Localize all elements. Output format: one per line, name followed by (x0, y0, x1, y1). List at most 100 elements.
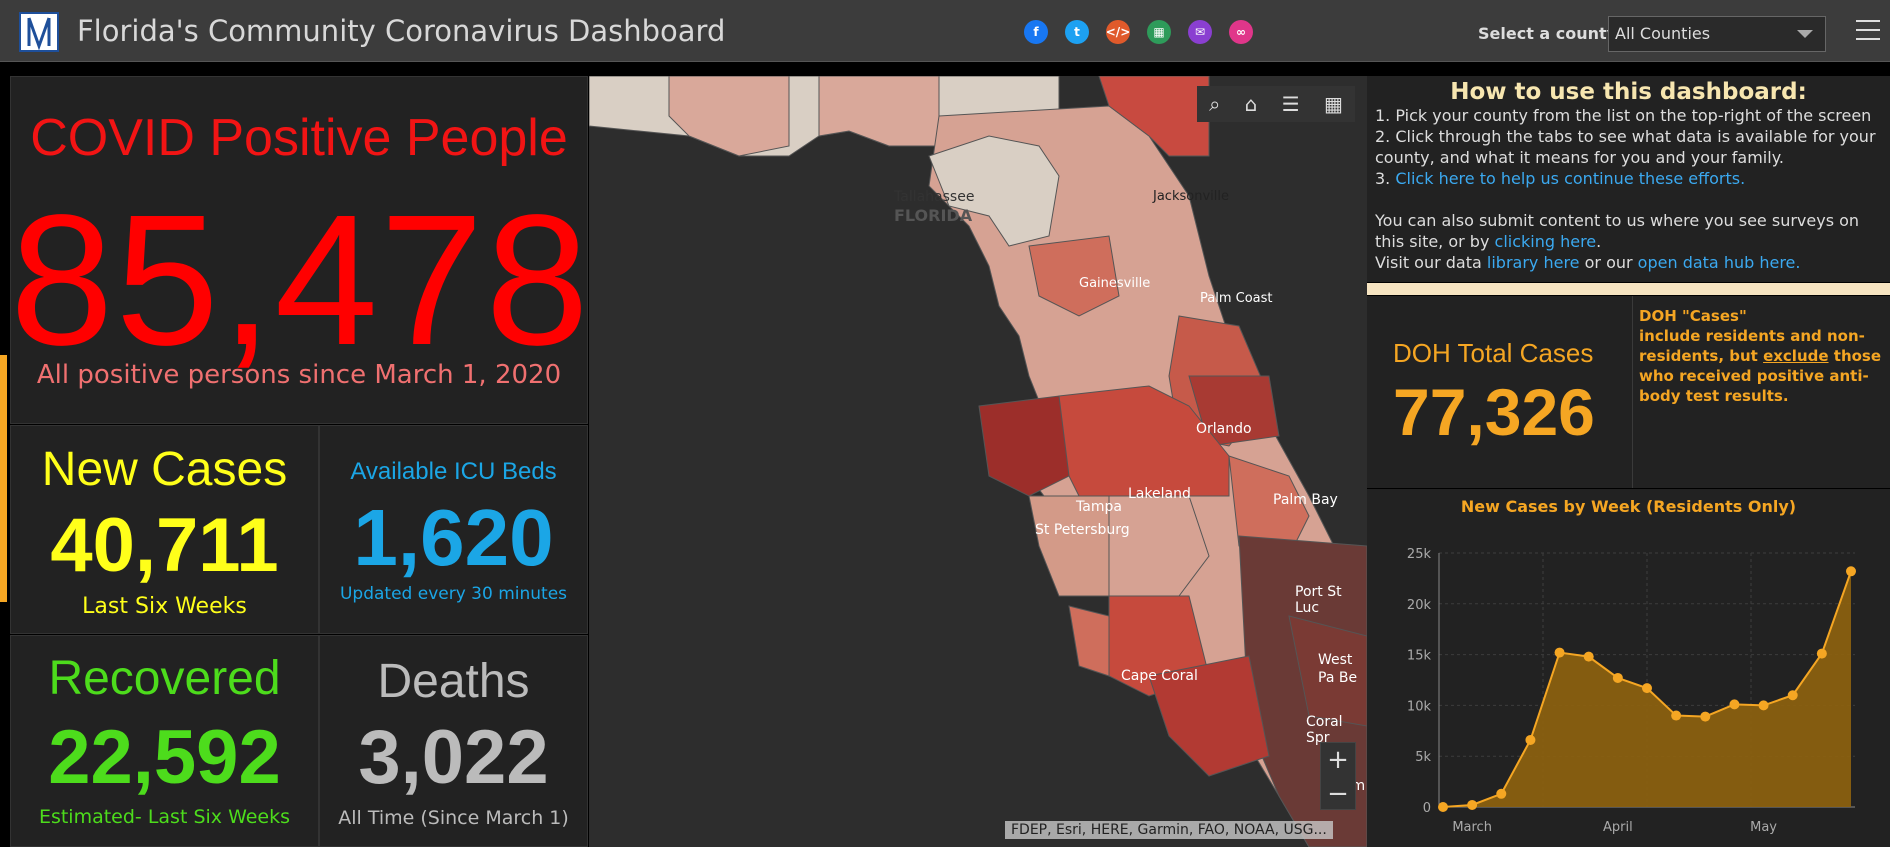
data-point (1467, 799, 1478, 810)
data-point (1438, 802, 1448, 812)
county-label: Select a county (1478, 24, 1618, 43)
map-label-jacksonville: Jacksonville (1153, 189, 1229, 204)
icu-label: Available ICU Beds (350, 458, 557, 485)
map-label-tallahassee: Tallahassee (894, 189, 975, 205)
map-label-port-st-lucie: Port St Luc (1295, 584, 1342, 616)
x-tick-label: April (1603, 820, 1633, 835)
icu-panel (319, 425, 588, 634)
positive-count: 85,478 (10, 177, 591, 384)
howto-title: How to use this dashboard: (1450, 79, 1807, 105)
home-icon[interactable]: ⌂ (1244, 92, 1258, 116)
zoom-control: + − (1320, 742, 1356, 810)
new-cases-label: New Cases (41, 443, 288, 496)
data-point (1612, 672, 1623, 683)
howto-submit-line: You can also submit content to us where … (1375, 210, 1882, 252)
positive-subtitle: All positive persons since March 1, 2020 (36, 360, 562, 390)
map-label-palm-coast: Palm Coast (1200, 291, 1273, 306)
zoom-out-button[interactable]: − (1327, 779, 1349, 809)
doh-note: DOH "Cases" include residents and non-re… (1639, 306, 1884, 406)
search-icon[interactable]: ⌕ (1209, 92, 1221, 116)
map-label-coral-springs: Coral Spr (1306, 714, 1343, 746)
qr-code-icon[interactable]: ▦ (1323, 92, 1343, 116)
doh-note-a: include residents and non-residents, but (1639, 327, 1865, 365)
qr-icon[interactable]: ▦ (1147, 20, 1171, 44)
y-tick-label: 0 (1423, 801, 1431, 816)
weekly-cases-chart: New Cases by Week (Residents Only) 0 5k 10… (1367, 489, 1890, 847)
deaths-count: 3,022 (358, 715, 549, 800)
chart-plot[interactable]: 0 5k 10k 15k 20k 25k March April May (1367, 489, 1890, 847)
embed-icon[interactable]: </> (1106, 20, 1130, 44)
map-label-tampa: Tampa (1076, 499, 1122, 515)
zoom-in-button[interactable]: + (1327, 745, 1349, 775)
icu-sub: Updated every 30 minutes (339, 584, 568, 604)
map-label-palm-bay: Palm Bay (1273, 492, 1338, 508)
county-map[interactable]: Tallahassee FLORIDA Jacksonville Gainesv… (589, 76, 1367, 847)
submit-link[interactable]: clicking here (1494, 232, 1597, 251)
new-cases-count: 40,711 (50, 503, 279, 588)
doh-note-b: those who received positive anti-body te… (1639, 347, 1882, 405)
open-data-hub-link[interactable]: open data hub here. (1637, 253, 1801, 272)
county-select-value: All Counties (1615, 24, 1711, 43)
recovered-label: Recovered (48, 652, 281, 705)
menu-icon[interactable] (1856, 20, 1880, 40)
x-tick-label: March (1452, 820, 1492, 835)
help-link[interactable]: Click here to help us continue these eff… (1395, 169, 1746, 188)
link-icon[interactable]: ∞ (1229, 20, 1253, 44)
map-label-lakeland: Lakeland (1128, 486, 1191, 502)
page-title: Florida's Community Coronavirus Dashboar… (77, 14, 726, 48)
y-tick-label: 15k (1407, 649, 1432, 664)
doh-count: 77,326 (1393, 375, 1595, 449)
data-point (1671, 710, 1682, 721)
data-point (1554, 647, 1565, 658)
doh-label: DOH Total Cases (1393, 338, 1594, 368)
facebook-icon[interactable]: f (1024, 20, 1048, 44)
map-label-cape-coral: Cape Coral (1121, 668, 1198, 684)
howto-step-3-prefix: 3. (1375, 169, 1396, 188)
twitter-icon[interactable]: t (1065, 20, 1089, 44)
howto-visit-mid: or our (1579, 253, 1638, 272)
howto-step-1: 1. Pick your county from the list on the… (1375, 106, 1872, 125)
data-point (1642, 683, 1652, 694)
data-point (1496, 788, 1507, 799)
data-point (1525, 734, 1536, 745)
left-accent-bar (0, 355, 7, 602)
data-point (1787, 690, 1798, 701)
howto-visit-line: Visit our data library here or our open … (1375, 252, 1882, 273)
doh-note-title: DOH "Cases" (1639, 307, 1747, 325)
new-cases-sub: Last Six Weeks (82, 594, 247, 619)
deaths-label: Deaths (377, 655, 530, 708)
doh-divider (1632, 296, 1633, 488)
chevron-down-icon (1797, 30, 1813, 38)
header: Florida's Community Coronavirus Dashboar… (0, 0, 1890, 62)
deaths-panel (319, 635, 588, 847)
tab-bar[interactable] (1367, 283, 1890, 295)
icu-count: 1,620 (353, 493, 554, 582)
howto-step-2: 2. Click through the tabs to see what da… (1375, 127, 1876, 167)
doh-note-exclude: exclude (1763, 347, 1829, 365)
layer-list-icon[interactable]: ☰ (1281, 92, 1300, 116)
doh-panel: DOH Total Cases 77,326 DOH "Cases" inclu… (1367, 296, 1890, 488)
howto-submit-end: . (1596, 232, 1602, 251)
x-tick-label: May (1750, 820, 1777, 835)
map-label-st-petersburg: St Petersburg (1035, 522, 1130, 538)
map-label-gainesville: Gainesville (1079, 276, 1151, 291)
howto-visit-text: Visit our data (1375, 253, 1487, 272)
county-select[interactable]: All Counties (1608, 16, 1826, 52)
data-point (1816, 648, 1827, 659)
recovered-panel (10, 635, 319, 847)
new-cases-panel (10, 425, 319, 634)
y-tick-label: 10k (1407, 699, 1432, 714)
y-tick-label: 25k (1407, 547, 1432, 562)
map-attribution[interactable]: FDEP, Esri, HERE, Garmin, FAO, NOAA, USG… (1005, 821, 1333, 839)
library-link[interactable]: library here (1486, 253, 1580, 272)
y-tick-label: 20k (1407, 598, 1432, 613)
email-icon[interactable]: ✉ (1188, 20, 1212, 44)
florida-map-shape (589, 76, 1367, 847)
deaths-sub: All Time (Since March 1) (338, 807, 569, 829)
howto-step-3: 3. Click here to help us continue these … (1375, 168, 1882, 189)
positive-panel (10, 76, 588, 424)
logo-icon[interactable] (19, 12, 59, 52)
chart-title: New Cases by Week (Residents Only) (1460, 497, 1797, 516)
howto-submit-text: You can also submit content to us where … (1375, 211, 1860, 251)
map-label-west-palm-beach: West Pa Be (1318, 652, 1358, 686)
